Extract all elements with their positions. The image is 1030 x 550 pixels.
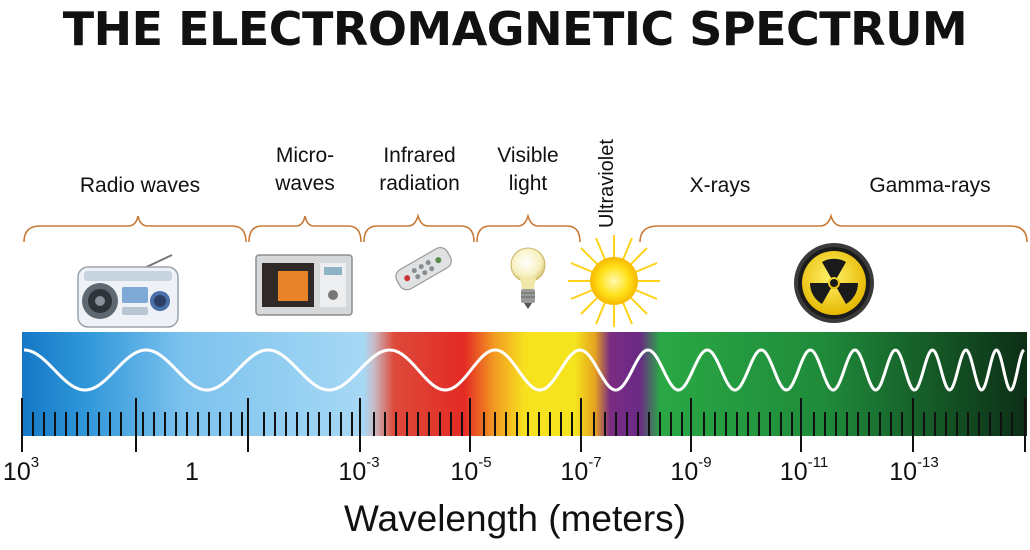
spectrum-color-band bbox=[22, 332, 1027, 436]
tick-label-1e-9-base: 10 bbox=[670, 458, 699, 486]
remote-control-icon bbox=[395, 246, 452, 291]
tick-label-1e-7: 10-7 bbox=[548, 454, 614, 487]
radio-icon bbox=[77, 254, 179, 328]
visible-label-line1: Visible bbox=[497, 144, 559, 167]
infrared-label-line1: Infrared bbox=[383, 144, 456, 167]
tick-label-1e3-exp: 3 bbox=[30, 454, 40, 471]
bracket-xray-gamma bbox=[639, 213, 1028, 243]
wavelength-axis-ticks bbox=[21, 398, 1026, 452]
tick-label-1e3-base: 10 bbox=[2, 458, 31, 486]
tick-label-1e-3-exp: -3 bbox=[366, 454, 380, 471]
bracket-micro bbox=[248, 215, 362, 243]
tick-label-1e-7-exp: -7 bbox=[588, 454, 602, 471]
bracket-radio bbox=[23, 215, 247, 243]
tick-label-1e-13: 10-13 bbox=[876, 454, 952, 487]
tick-label-1e-9-exp: -9 bbox=[698, 454, 712, 471]
tick-label-1e-11: 10-11 bbox=[766, 454, 842, 487]
tick-label-1e-3: 10-3 bbox=[326, 454, 392, 487]
infrared-label: Infrared radiation bbox=[362, 142, 477, 198]
tick-label-1: 1 bbox=[167, 458, 217, 487]
tick-label-1e-5-exp: -5 bbox=[478, 454, 492, 471]
microwave-oven-icon bbox=[255, 254, 353, 316]
tick-label-1e-7-base: 10 bbox=[560, 458, 589, 486]
axis-title: Wavelength (meters) bbox=[343, 498, 686, 539]
tick-label-1e-11-base: 10 bbox=[779, 458, 808, 486]
tick-label-1e-11-exp: -11 bbox=[807, 454, 829, 471]
tick-label-1e-3-base: 10 bbox=[338, 458, 367, 486]
radio-waves-label: Radio waves bbox=[79, 174, 201, 197]
gamma-rays-label: Gamma-rays bbox=[869, 174, 991, 197]
sun-icon bbox=[568, 235, 660, 327]
microwaves-label-line1: Micro- bbox=[275, 144, 335, 167]
bracket-infrared bbox=[363, 213, 475, 243]
tick-label-1e-13-exp: -13 bbox=[917, 454, 939, 471]
tick-label-1e-5-base: 10 bbox=[450, 458, 479, 486]
tick-label-1e-9: 10-9 bbox=[658, 454, 724, 487]
page-title: THE ELECTROMAGNETIC SPECTRUM bbox=[62, 2, 968, 56]
bracket-visible bbox=[476, 213, 581, 243]
tick-label-1-base: 1 bbox=[185, 458, 199, 486]
radiation-symbol-icon bbox=[794, 243, 874, 323]
tick-label-1e-13-base: 10 bbox=[889, 458, 918, 486]
x-rays-label: X-rays bbox=[689, 174, 751, 197]
band-brackets bbox=[23, 213, 1028, 243]
tick-label-1e-5: 10-5 bbox=[438, 454, 504, 487]
wavelength-sine-wave bbox=[24, 348, 1025, 392]
visible-light-label: Visible light bbox=[478, 142, 578, 198]
visible-label-line2: light bbox=[508, 172, 548, 195]
microwaves-label: Micro- waves bbox=[250, 142, 360, 198]
tick-label-1e3: 103 bbox=[0, 454, 46, 487]
infrared-label-line2: radiation bbox=[379, 172, 460, 195]
light-bulb-icon bbox=[510, 247, 546, 309]
microwaves-label-line2: waves bbox=[275, 172, 335, 195]
